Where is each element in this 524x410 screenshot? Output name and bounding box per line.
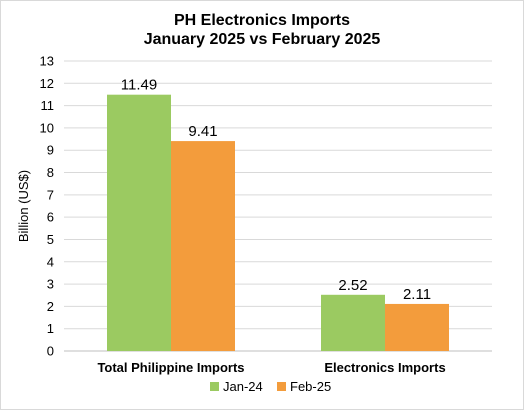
chart-title: PH Electronics Imports bbox=[174, 12, 350, 29]
y-tick-label: 9 bbox=[47, 143, 54, 158]
y-tick-label: 1 bbox=[47, 321, 54, 336]
y-tick-label: 6 bbox=[47, 210, 54, 225]
y-tick-label: 8 bbox=[47, 165, 54, 180]
data-label: 2.52 bbox=[338, 277, 367, 294]
bar bbox=[321, 294, 385, 351]
bar bbox=[107, 94, 171, 351]
bar bbox=[171, 141, 235, 351]
data-label: 11.49 bbox=[121, 77, 157, 94]
legend-label: Jan-24 bbox=[223, 379, 263, 394]
data-labels: 11.49 9.41 2.52 2.11 bbox=[121, 77, 431, 303]
y-tick-label: 4 bbox=[47, 254, 54, 269]
y-tick-label: 0 bbox=[47, 344, 54, 359]
legend-swatch bbox=[210, 382, 219, 391]
legend-swatch bbox=[277, 382, 286, 391]
y-tick-label: 13 bbox=[40, 54, 54, 69]
y-axis-label: Billion (US$) bbox=[16, 170, 31, 242]
y-tick-label: 10 bbox=[40, 120, 54, 135]
bar bbox=[385, 303, 449, 351]
chart-subtitle: January 2025 vs February 2025 bbox=[144, 31, 381, 48]
y-tick-label: 5 bbox=[47, 232, 54, 247]
y-tick-label: 7 bbox=[47, 187, 54, 202]
y-tick-label: 3 bbox=[47, 277, 54, 292]
data-label: 9.41 bbox=[188, 123, 217, 140]
legend: Jan-24 Feb-25 bbox=[210, 379, 331, 394]
bars bbox=[107, 94, 449, 351]
category-label: Total Philippine Imports bbox=[97, 360, 244, 375]
legend-label: Feb-25 bbox=[290, 379, 331, 394]
y-tick-label: 12 bbox=[40, 76, 54, 91]
category-labels: Total Philippine Imports Electronics Impo… bbox=[97, 360, 445, 375]
data-label: 2.11 bbox=[403, 286, 431, 303]
y-tick-label: 11 bbox=[41, 98, 55, 113]
category-label: Electronics Imports bbox=[324, 360, 445, 375]
y-tick-label: 2 bbox=[47, 299, 54, 314]
